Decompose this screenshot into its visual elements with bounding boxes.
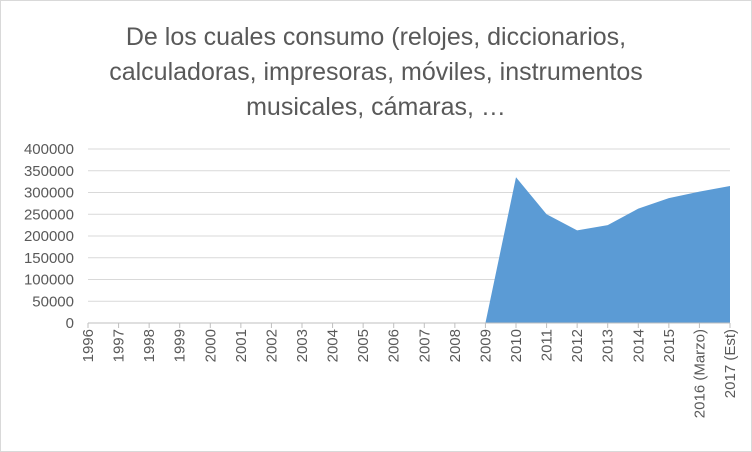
x-tick-label-19: 2015 [661, 329, 678, 362]
x-tick-label-1: 1997 [111, 329, 128, 362]
chart-title-line-2: calculadoras, impresoras, móviles, instr… [109, 58, 643, 86]
y-tick-label-0: 0 [66, 315, 74, 332]
x-tick-label-15: 2011 [539, 329, 556, 361]
x-tick-label-7: 2003 [294, 329, 311, 362]
x-tick-label-11: 2007 [416, 329, 433, 362]
y-tick-label-100000: 100000 [24, 272, 74, 289]
x-tick-label-8: 2004 [325, 329, 342, 362]
x-tick-label-6: 2002 [263, 329, 280, 362]
y-tick-label-400000: 400000 [24, 141, 74, 158]
x-tick-label-18: 2014 [630, 329, 647, 362]
x-tick-label-14: 2010 [508, 329, 525, 362]
x-tick-label-13: 2009 [477, 329, 494, 362]
x-tick-label-16: 2012 [569, 329, 586, 362]
y-tick-label-200000: 200000 [24, 228, 74, 245]
x-tick-label-3: 1999 [172, 329, 189, 362]
x-tick-label-12: 2008 [447, 329, 464, 362]
x-tick-label-10: 2006 [386, 329, 403, 362]
x-tick-label-20: 2016 (Marzo) [691, 329, 708, 418]
y-tick-label-250000: 250000 [24, 206, 74, 223]
x-tick-label-5: 2001 [233, 329, 250, 362]
x-tick-label-4: 2000 [202, 329, 219, 362]
x-tick-label-9: 2005 [355, 329, 372, 362]
chart-title: De los cuales consumo (relojes, dicciona… [60, 20, 692, 125]
x-tick-label-0: 1996 [80, 329, 97, 362]
x-tick-label-17: 2013 [600, 329, 617, 362]
x-tick-label-21: 2017 (Est) [722, 329, 739, 398]
y-tick-label-350000: 350000 [24, 163, 74, 180]
chart-title-line-3: musicales, cámaras, … [246, 93, 506, 121]
y-tick-label-150000: 150000 [24, 250, 74, 267]
area-series-0 [485, 177, 730, 323]
x-tick-label-2: 1998 [141, 329, 158, 362]
chart-title-line-1: De los cuales consumo (relojes, dicciona… [125, 23, 627, 51]
y-tick-label-300000: 300000 [24, 185, 74, 202]
y-tick-label-50000: 50000 [32, 293, 74, 310]
